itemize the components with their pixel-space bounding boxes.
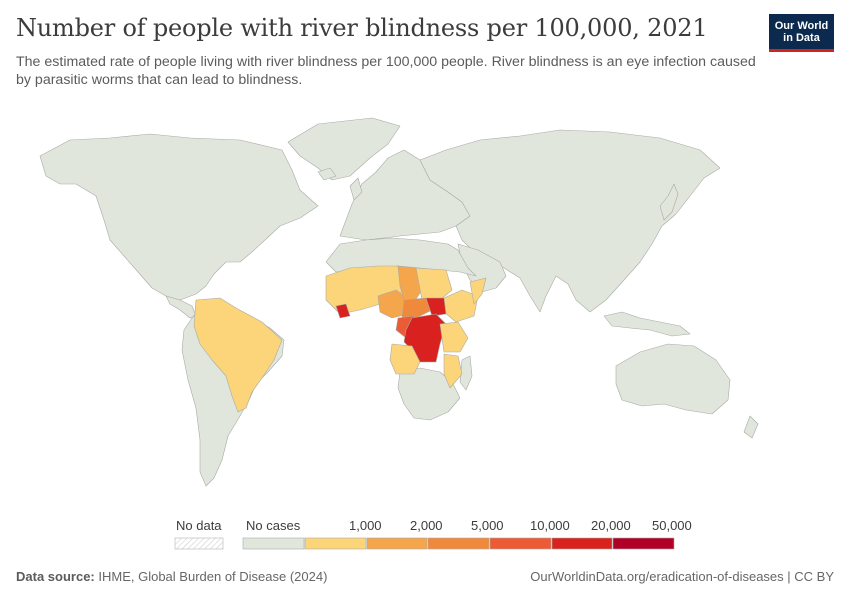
footer-source-label: Data source:: [16, 569, 95, 584]
owid-logo[interactable]: Our World in Data: [769, 14, 834, 52]
map-region-east-africa[interactable]: [439, 321, 469, 353]
map-region-angola[interactable]: [389, 343, 421, 375]
legend: No data No cases 1,000 2,000 5,000 10,00…: [0, 510, 850, 555]
legend-tick-2000: 2,000: [410, 518, 443, 533]
legend-label-no-cases: No cases: [246, 518, 301, 533]
map-region-indonesia[interactable]: [603, 311, 691, 337]
map-region-sudan[interactable]: [415, 267, 453, 301]
map-region-australia[interactable]: [615, 343, 731, 415]
map-region-mozambique-malawi[interactable]: [443, 353, 463, 389]
legend-swatch-bin-5: [551, 537, 613, 550]
map-region-madagascar[interactable]: [459, 355, 473, 391]
map-region-greenland[interactable]: [287, 117, 401, 181]
map-region-new-zealand[interactable]: [743, 415, 759, 439]
map-region-uk[interactable]: [349, 177, 363, 201]
map-region-cameroon-car[interactable]: [401, 297, 433, 319]
map-region-southern-africa[interactable]: [397, 367, 461, 421]
chart-subtitle: The estimated rate of people living with…: [16, 54, 756, 88]
legend-swatch-bin-1: [304, 537, 367, 550]
legend-tick-10000: 10,000: [530, 518, 570, 533]
footer-link[interactable]: OurWorldinData.org/eradication-of-diseas…: [530, 569, 834, 584]
map-region-south-america-affected[interactable]: [193, 297, 283, 413]
legend-tick-50000: 50,000: [652, 518, 692, 533]
chart-title: Number of people with river blindness pe…: [16, 14, 708, 42]
map-region-south-sudan[interactable]: [425, 297, 447, 317]
footer-source-text: IHME, Global Burden of Disease (2024): [98, 569, 328, 584]
legend-tick-5000: 5,000: [471, 518, 504, 533]
legend-tick-20000: 20,000: [591, 518, 631, 533]
map-region-liberia-sierra-leone[interactable]: [335, 303, 351, 319]
legend-swatch-no-cases: [242, 537, 305, 550]
world-map[interactable]: [0, 100, 850, 505]
map-region-horn[interactable]: [469, 277, 487, 305]
map-region-japan[interactable]: [659, 183, 679, 221]
legend-label-no-data: No data: [176, 518, 222, 533]
legend-swatch-bin-2: [366, 537, 428, 550]
legend-swatch-no-data: [174, 537, 224, 550]
legend-bar: [174, 537, 675, 550]
map-region-iceland[interactable]: [317, 167, 337, 181]
footer-source: Data source: IHME, Global Burden of Dise…: [16, 569, 327, 584]
legend-tick-1000: 1,000: [349, 518, 382, 533]
legend-swatch-bin-4: [489, 537, 552, 550]
logo-line-2: in Data: [783, 32, 820, 44]
map-region-north-america[interactable]: [39, 133, 319, 301]
map-region-asia[interactable]: [419, 129, 721, 313]
legend-swatch-bin-3: [427, 537, 490, 550]
legend-swatch-bin-6: [612, 537, 675, 550]
logo-line-1: Our World: [774, 20, 829, 32]
map-region-drc[interactable]: [403, 313, 447, 363]
